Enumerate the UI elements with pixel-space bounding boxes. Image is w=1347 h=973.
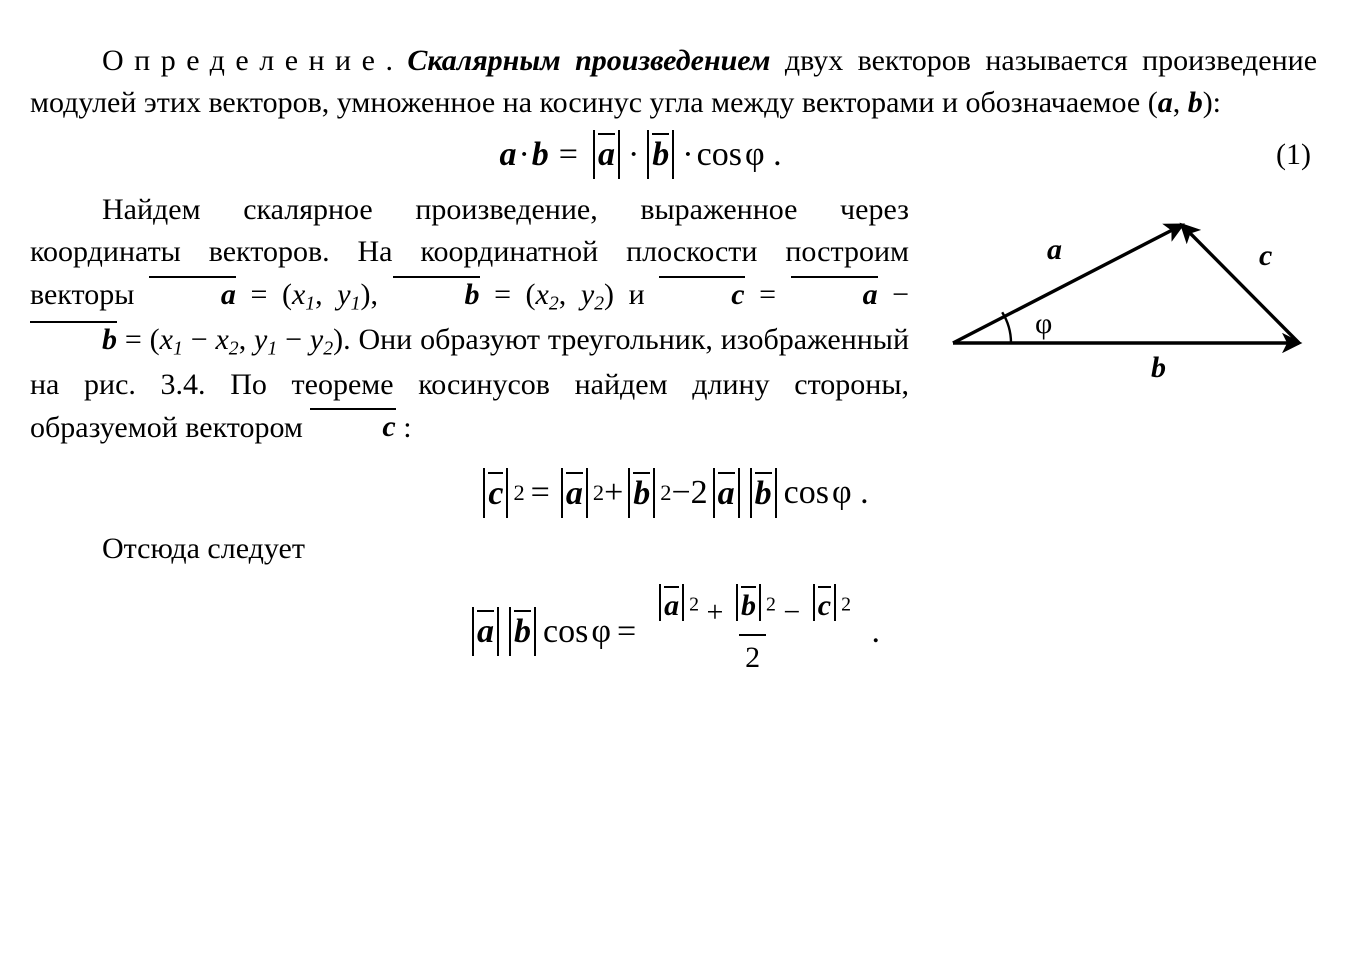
vector-a [953,225,1182,343]
equation-1-body: a · b = a · b · cos φ . [30,130,1251,179]
vector-c [1182,225,1299,343]
equation-1: a · b = a · b · cos φ . (1) [30,130,1317,179]
figure-label-b: b [1151,351,1166,383]
triangle-svg: a c b φ [927,193,1317,383]
hence-paragraph: Отсюда следует [30,528,1317,570]
def-term: Скалярным произведением [407,44,770,77]
def-keyword: Определение [102,44,385,77]
figure-label-c: c [1259,239,1272,272]
definition-paragraph: Определение. Скалярным произведением дву… [30,40,1317,124]
figure-label-phi: φ [1035,307,1052,340]
equation-1-number: (1) [1251,134,1317,176]
figure-label-a: a [1047,233,1062,266]
equation-2: c2 = a2 + b2 − 2 a b cos φ . [30,468,1317,517]
equation-3: a b cos φ = a2 + b2 − c2 2 . [30,584,1317,680]
equation-3-fraction: a2 + b2 − c2 2 [648,584,857,680]
triangle-figure: a c b φ [927,193,1317,383]
